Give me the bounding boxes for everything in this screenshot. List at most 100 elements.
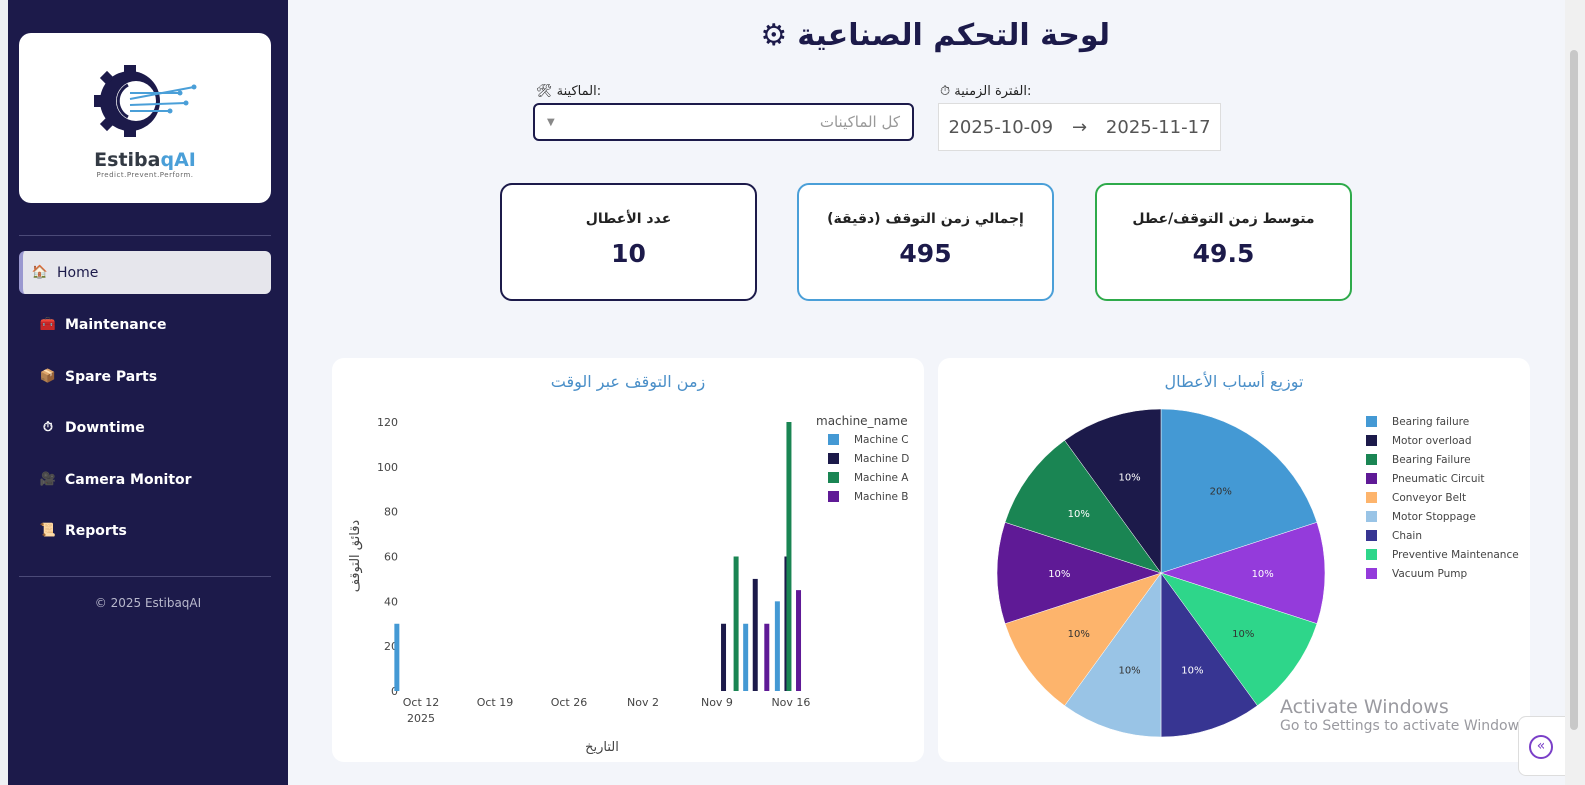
- slice-label: 10%: [1118, 666, 1140, 677]
- legend-swatch: [1366, 530, 1377, 541]
- sidebar-item-home[interactable]: 🏠 Home: [19, 251, 271, 294]
- sidebar-item-maintenance[interactable]: 🧰 Maintenance: [19, 303, 271, 346]
- pie-slice: [1160, 522, 1326, 624]
- date-range-picker[interactable]: 2025-10-09 → 2025-11-17: [938, 103, 1221, 151]
- y-tick-label: 60: [384, 551, 398, 564]
- legend-swatch: [1366, 416, 1377, 427]
- x-tick-label: Oct 12: [403, 696, 440, 709]
- scroll-icon: 📜: [39, 523, 57, 538]
- x-tick-label: Oct 26: [551, 696, 588, 709]
- sidebar-item-label: Reports: [65, 522, 127, 539]
- bar: [752, 578, 758, 691]
- kpi-value: 495: [899, 239, 952, 268]
- pie-slice: [1004, 439, 1162, 574]
- logo-tagline: Predict.Prevent.Perform.: [96, 171, 194, 179]
- legend-swatch: [1366, 511, 1377, 522]
- x-tick-sublabel: 2025: [407, 712, 435, 725]
- start-date-input[interactable]: 2025-10-09: [948, 116, 1054, 138]
- bar: [764, 623, 770, 691]
- machine-select[interactable]: كل الماكينات ▼: [533, 103, 914, 141]
- bar: [394, 623, 400, 691]
- legend-label: Machine B: [854, 491, 909, 503]
- legend-label: Machine C: [854, 434, 909, 446]
- legend-label: Bearing Failure: [1392, 454, 1471, 466]
- end-date-input[interactable]: 2025-11-17: [1105, 116, 1211, 138]
- logo: EstibaqAI Predict.Prevent.Perform.: [19, 33, 271, 203]
- legend-swatch: [1366, 492, 1377, 503]
- legend-label: Bearing failure: [1392, 416, 1469, 428]
- windows-activation-watermark: Activate Windows Go to Settings to activa…: [1280, 696, 1531, 734]
- sidebar-item-downtime[interactable]: ⏱ Downtime: [19, 406, 271, 449]
- caret-down-icon: ▼: [547, 116, 555, 128]
- y-axis-label: دقائق التوقف: [348, 520, 363, 593]
- legend-label: Machine D: [854, 453, 909, 465]
- sidebar-item-label: Home: [57, 264, 99, 281]
- y-tick-label: 120: [377, 416, 398, 429]
- pie-slice: [1064, 572, 1162, 738]
- y-tick-label: 0: [391, 685, 398, 698]
- scrollbar[interactable]: [1565, 0, 1585, 785]
- period-filter-label: :الفترة الزمنية ⏱: [940, 84, 1032, 99]
- pie-slice: [996, 522, 1162, 624]
- bar: [743, 623, 749, 691]
- legend-swatch: [828, 434, 839, 445]
- slice-label: 10%: [1181, 666, 1203, 677]
- logo-wordmark: EstibaqAI: [94, 149, 196, 171]
- bar: [796, 590, 802, 691]
- sidebar-item-spare-parts[interactable]: 📦 Spare Parts: [19, 355, 271, 398]
- y-tick-label: 40: [384, 595, 398, 608]
- sidebar-item-camera-monitor[interactable]: 🎥 Camera Monitor: [19, 458, 271, 501]
- copyright: © 2025 EstibaqAI: [94, 596, 202, 610]
- page-title-text: لوحة التحكم الصناعية: [797, 18, 1110, 53]
- downtime-chart-panel: زمن التوقف عبر الوقت 0 20 40 60 80 100 120 Oct …: [332, 358, 924, 762]
- sidebar-item-label: Maintenance: [65, 316, 167, 333]
- sidebar: EstibaqAI Predict.Prevent.Perform. 🏠 Home…: [0, 0, 288, 785]
- house-icon: 🏠: [31, 265, 49, 280]
- pie-slice: [1160, 408, 1318, 574]
- x-tick-label: Oct 19: [477, 696, 514, 709]
- page-title: لوحة التحكم الصناعية ⚙: [750, 18, 1110, 53]
- kpi-label: متوسط زمن التوقف/عطل: [1132, 211, 1315, 227]
- pie-slice: [1004, 572, 1162, 707]
- bar: [774, 601, 780, 691]
- chart-title: زمن التوقف عبر الوقت: [550, 372, 706, 391]
- sidebar-item-reports[interactable]: 📜 Reports: [19, 509, 271, 552]
- x-tick-label: Nov 9: [701, 696, 733, 709]
- stopwatch-icon: ⏱: [42, 420, 54, 435]
- bar: [733, 556, 739, 691]
- slice-label: 10%: [1232, 629, 1254, 640]
- kpi-total-downtime: إجمالي زمن التوقف (دقيقة) 495: [797, 183, 1054, 301]
- sidebar-item-label: Camera Monitor: [65, 471, 192, 488]
- gear-icon: ⚙: [760, 18, 788, 53]
- legend-label: Vacuum Pump: [1392, 568, 1467, 580]
- legend-label: Motor Stoppage: [1392, 511, 1476, 523]
- pie-chart: 20% 10% 10% 10% 10% 10% 10% 10% 10% Bearing failu…: [996, 408, 1519, 738]
- legend-swatch: [1366, 549, 1377, 560]
- chart-title: توزيع أسباب الأعطال: [1164, 372, 1304, 391]
- y-tick-label: 100: [377, 461, 398, 474]
- legend-swatch: [828, 472, 839, 483]
- legend-label: Chain: [1392, 530, 1422, 542]
- gear-circuit-logo-icon: [94, 65, 197, 137]
- tools-icon: 🛠: [536, 84, 553, 99]
- divider: [19, 235, 271, 236]
- slice-label: 20%: [1210, 487, 1232, 498]
- camera-icon: 🎥: [39, 472, 57, 487]
- kpi-fault-count: عدد الأعطال 10: [500, 183, 757, 301]
- collapse-button[interactable]: «: [1518, 716, 1568, 776]
- machine-filter-label: :الماكينة 🛠: [536, 84, 602, 99]
- slice-label: 10%: [1252, 569, 1274, 580]
- legend-label: Conveyor Belt: [1392, 492, 1466, 504]
- kpi-avg-downtime: متوسط زمن التوقف/عطل 49.5: [1095, 183, 1352, 301]
- scrollbar-thumb[interactable]: [1570, 50, 1578, 730]
- sidebar-item-label: Spare Parts: [65, 368, 158, 385]
- legend-swatch: [1366, 435, 1377, 446]
- x-axis-label: التاريخ: [585, 740, 619, 755]
- legend-label: Preventive Maintenance: [1392, 549, 1519, 561]
- kpi-label: إجمالي زمن التوقف (دقيقة): [827, 211, 1024, 227]
- kpi-value: 49.5: [1192, 239, 1255, 268]
- legend-swatch: [1366, 568, 1377, 579]
- kpi-value: 10: [611, 239, 646, 268]
- sidebar-item-label: Downtime: [65, 419, 145, 436]
